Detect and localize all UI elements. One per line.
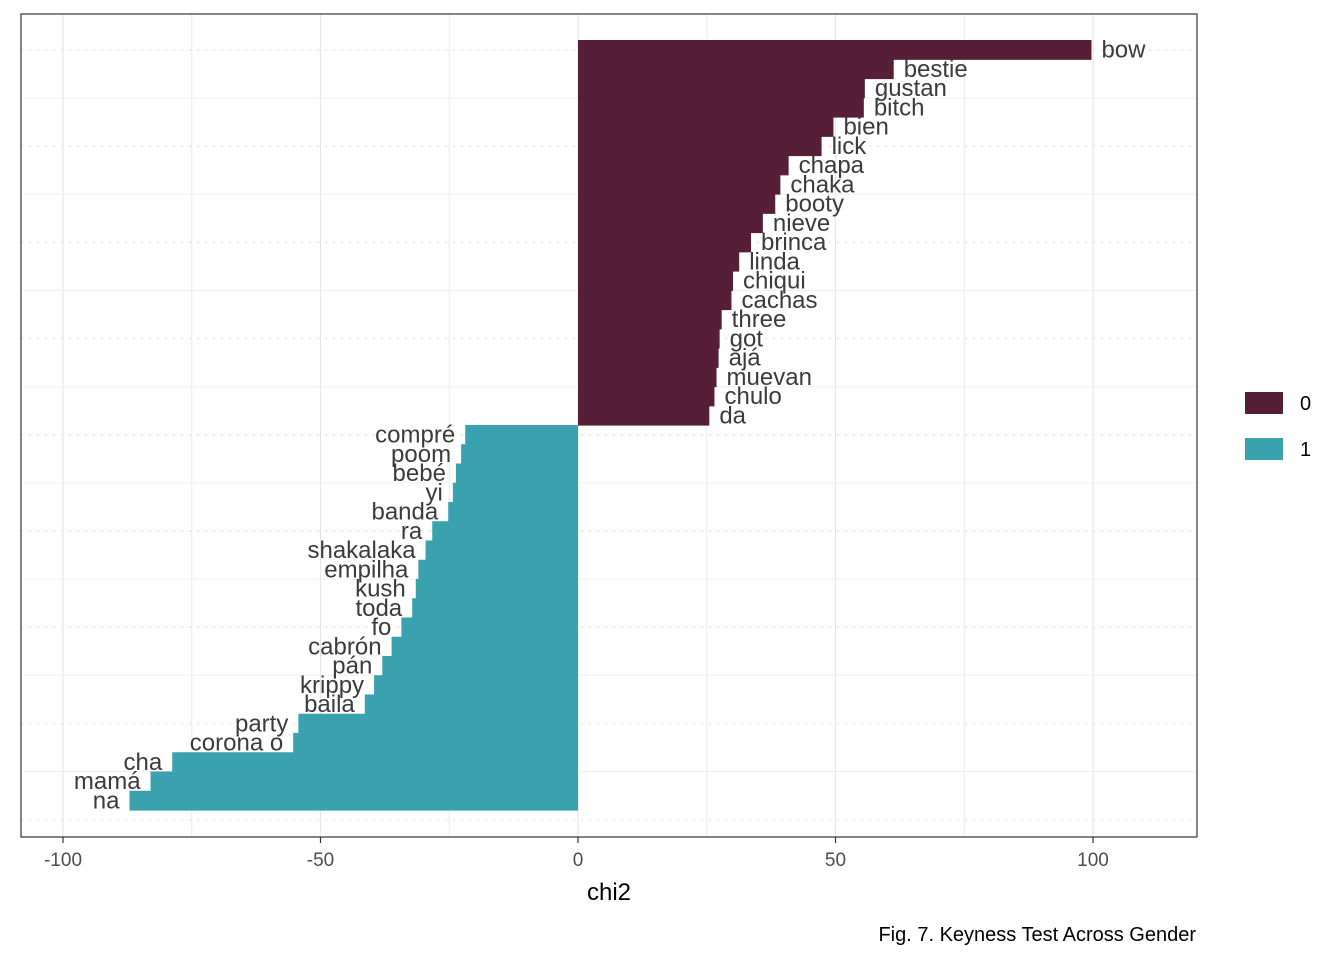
bar-muevan xyxy=(578,367,717,388)
bar-label: chaka xyxy=(790,171,855,198)
bar-label: chapa xyxy=(799,152,865,179)
bar-chulo xyxy=(578,386,715,407)
x-tick-label: -50 xyxy=(307,850,334,871)
bar-cha xyxy=(172,752,578,773)
bar-pán xyxy=(382,656,578,676)
bar-fo xyxy=(401,617,578,638)
bar-banda xyxy=(448,502,578,522)
bar-label: cachas xyxy=(741,287,817,314)
bar-bebé xyxy=(455,463,578,484)
bar-chiqui xyxy=(578,271,734,291)
bar-krippy xyxy=(374,675,578,696)
bar-lick xyxy=(578,136,822,157)
bar-label: bien xyxy=(843,114,888,141)
bar-label: muevan xyxy=(727,364,812,391)
bar-label: chiqui xyxy=(743,268,806,295)
bar-ra xyxy=(432,521,578,542)
bar-bestie xyxy=(578,59,894,80)
x-tick-label: 100 xyxy=(1077,850,1109,871)
plot-panel-border xyxy=(20,13,1198,838)
bar-label: gustan xyxy=(875,75,947,102)
bar-label: baila xyxy=(304,691,355,718)
bar-label: poom xyxy=(391,441,451,468)
bar-label: linda xyxy=(749,248,800,275)
bar-labels: bow bestiegustanbitchbienlickchapachakabo… xyxy=(74,37,1146,815)
bar-label: banda xyxy=(371,499,438,526)
bar-label: chulo xyxy=(724,383,781,410)
bar-corona-o xyxy=(293,733,578,753)
bar-bow xyxy=(578,40,1092,60)
bar-poom xyxy=(461,444,578,465)
bar-mamá xyxy=(150,771,579,792)
bar-label: lick xyxy=(832,133,868,160)
legend-label-0: 0 xyxy=(1300,393,1311,415)
bar-kush xyxy=(415,579,578,599)
bar-label: brinca xyxy=(761,229,827,256)
bar-yi xyxy=(452,482,578,503)
bar-nieve xyxy=(578,213,763,234)
bar-label: corona o xyxy=(190,730,283,757)
bar-cachas xyxy=(578,290,732,311)
bar-brinca xyxy=(578,232,752,253)
bar-shakalaka xyxy=(425,540,578,561)
bar-label: compré xyxy=(375,422,455,449)
bar-label: cabrón xyxy=(308,633,381,660)
bar-label: bebé xyxy=(393,460,446,487)
x-tick-label: 0 xyxy=(573,850,584,871)
x-axis-title: chi2 xyxy=(587,879,631,906)
bar-label: krippy xyxy=(300,672,364,699)
bar-label: yi xyxy=(426,479,443,506)
bar-label: shakalaka xyxy=(307,537,416,564)
legend-label-1: 1 xyxy=(1300,439,1311,461)
bar-label: kush xyxy=(355,576,406,603)
bar-chapa xyxy=(578,155,789,176)
bar-label: toda xyxy=(355,595,402,622)
bar-empilha xyxy=(418,559,578,580)
x-axis: -100 -50 0 50 100 xyxy=(44,837,1109,871)
bar-label: cha xyxy=(123,749,162,776)
bar-label: bestie xyxy=(904,56,968,83)
bar-three xyxy=(578,309,722,330)
bar-da xyxy=(578,405,710,426)
legend: 01 xyxy=(1245,392,1311,461)
bar-cabrón xyxy=(391,636,578,657)
bar-booty xyxy=(578,194,776,214)
bar-label: ra xyxy=(401,518,423,545)
bar-bitch xyxy=(578,97,864,118)
bar-toda xyxy=(412,598,578,619)
bar-label: na xyxy=(93,787,120,814)
bar-label: got xyxy=(730,325,764,352)
bar-label: bitch xyxy=(874,94,925,121)
bar-chaka xyxy=(578,174,781,195)
bar-label: booty xyxy=(785,191,844,218)
bars xyxy=(129,40,1092,811)
bar-got xyxy=(578,328,720,349)
bar-label: bow xyxy=(1101,37,1146,64)
bar-label: mamá xyxy=(74,768,141,795)
bar-baila xyxy=(364,694,578,715)
bar-label: three xyxy=(732,306,787,333)
bar-label: ajá xyxy=(729,345,762,372)
bar-na xyxy=(129,790,578,811)
bar-label: da xyxy=(719,402,746,429)
bar-bien xyxy=(578,117,834,137)
bar-label: fo xyxy=(371,614,391,641)
bar-party xyxy=(298,713,578,734)
bar-label: nieve xyxy=(773,210,830,237)
bar-gustan xyxy=(578,78,865,99)
x-tick-label: 50 xyxy=(825,850,846,871)
bar-label: party xyxy=(235,710,288,737)
legend-key-0 xyxy=(1245,392,1283,414)
bar-label: pán xyxy=(332,653,372,680)
bar-ajá xyxy=(578,348,719,368)
bar-linda xyxy=(578,251,740,272)
bar-label: empilha xyxy=(324,556,409,583)
legend-key-1 xyxy=(1245,438,1283,460)
x-tick-label: -100 xyxy=(44,850,82,871)
figure-caption: Fig. 7. Keyness Test Across Gender xyxy=(878,924,1196,946)
bar-compré xyxy=(465,425,578,445)
